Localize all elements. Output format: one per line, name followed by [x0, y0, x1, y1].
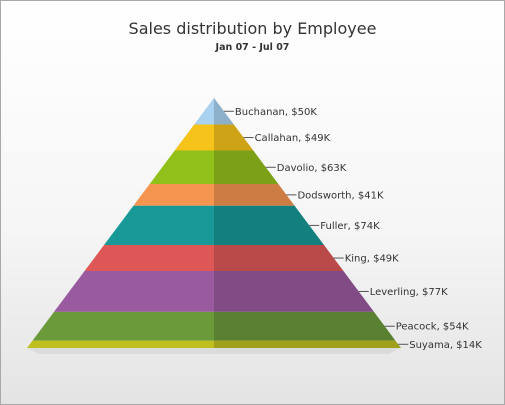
pyramid-segment-callahan-side	[214, 124, 254, 151]
pyramid-segment-dodsworth-side	[214, 183, 295, 206]
data-label-buchanan: Buchanan, $50K	[235, 107, 317, 118]
pyramid-segment-king-side	[214, 245, 344, 272]
pyramid-segment-dodsworth-front	[133, 183, 214, 206]
pyramid-segment-leverling: Leverling, $77K	[53, 271, 448, 312]
pyramid-segment-buchanan: Buchanan, $50K	[194, 98, 317, 125]
pyramid-segment-peacock-front	[32, 311, 215, 341]
pyramid-segment-davolio-side	[214, 150, 279, 184]
pyramid-segment-suyama: Suyama, $14K	[27, 340, 482, 351]
pyramid-segment-fuller: Fuller, $74K	[104, 205, 380, 246]
pyramid-segment-leverling-front	[53, 271, 214, 312]
pyramid-segment-suyama-side	[214, 340, 401, 348]
data-label-fuller: Fuller, $74K	[320, 221, 380, 232]
data-label-peacock: Peacock, $54K	[396, 322, 469, 333]
pyramid-segment-peacock: Peacock, $54K	[32, 311, 469, 341]
data-label-davolio: Davolio, $63K	[277, 163, 347, 174]
pyramid-segment-peacock-side	[214, 311, 396, 341]
pyramid-segment-suyama-front	[27, 340, 214, 348]
chart-subtitle: Jan 07 - Jul 07	[215, 42, 290, 53]
data-label-leverling: Leverling, $77K	[370, 287, 448, 298]
data-label-suyama: Suyama, $14K	[409, 340, 482, 351]
pyramid-segment-dodsworth: Dodsworth, $41K	[133, 183, 384, 206]
pyramid-segment-fuller-side	[214, 205, 324, 246]
pyramid-segment-davolio-front	[149, 150, 214, 184]
chart-title: Sales distribution by Employee	[128, 19, 377, 38]
pyramid-segment-king-front	[84, 245, 214, 272]
pyramid-segment-davolio: Davolio, $63K	[149, 150, 347, 184]
pyramid-segment-king: King, $49K	[84, 245, 399, 272]
pyramid-segment-callahan-front	[174, 124, 214, 151]
pyramid-segment-leverling-side	[214, 271, 375, 312]
data-label-callahan: Callahan, $49K	[255, 133, 331, 144]
data-label-king: King, $49K	[345, 254, 399, 265]
data-label-dodsworth: Dodsworth, $41K	[297, 190, 383, 201]
pyramid-base-shadow	[27, 348, 401, 354]
pyramid-segment-buchanan-front	[194, 98, 214, 125]
pyramid-segment-fuller-front	[104, 205, 214, 246]
pyramid-segment-callahan: Callahan, $49K	[174, 124, 331, 151]
